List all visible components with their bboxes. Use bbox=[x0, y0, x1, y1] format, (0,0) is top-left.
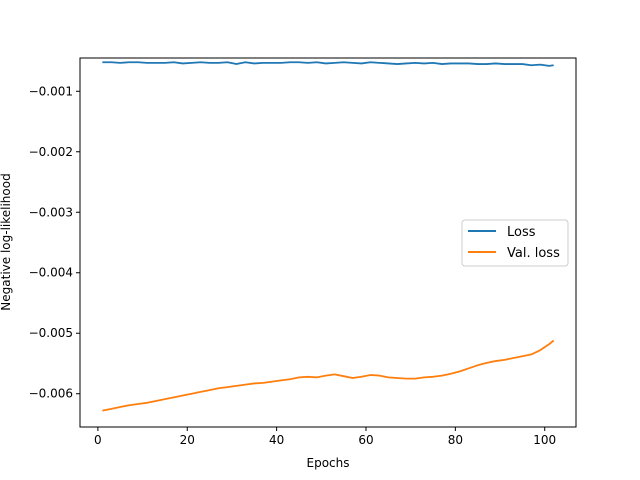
legend-label-loss: Loss bbox=[507, 225, 536, 240]
series-layer bbox=[102, 61, 555, 412]
plot-area: 0 20 40 60 80 100 −0.001−0.002−0.003−0.004−0.… bbox=[29, 57, 577, 447]
y-tick-label: −0.004 bbox=[29, 266, 73, 280]
x-tick-label: 100 bbox=[533, 433, 556, 447]
x-tick-label: 20 bbox=[180, 433, 195, 447]
y-tick-label: −0.003 bbox=[29, 205, 73, 219]
series-line-loss bbox=[102, 61, 554, 67]
y-tick-label: −0.006 bbox=[29, 387, 73, 401]
series-line-val-loss bbox=[102, 339, 555, 412]
x-tick-label: 40 bbox=[269, 433, 284, 447]
x-axis-ticks: 0 20 40 60 80 100 bbox=[94, 427, 556, 447]
y-tick-label: −0.002 bbox=[29, 145, 73, 159]
x-tick-label: 0 bbox=[94, 433, 102, 447]
legend: Loss Val. loss bbox=[461, 219, 569, 267]
y-tick-label: −0.001 bbox=[29, 84, 73, 98]
legend-label-val-loss: Val. loss bbox=[507, 246, 560, 261]
plot-frame bbox=[79, 57, 577, 428]
y-axis-label: Negative log-likelihood bbox=[0, 173, 13, 310]
x-tick-label: 60 bbox=[358, 433, 373, 447]
y-axis-ticks: −0.001 −0.002 −0.003 −0.004 −0.005 −0.006 bbox=[29, 84, 80, 401]
x-axis-label: Epochs bbox=[307, 456, 350, 470]
x-tick-label: 80 bbox=[448, 433, 463, 447]
y-tick-label: −0.005 bbox=[29, 326, 73, 340]
